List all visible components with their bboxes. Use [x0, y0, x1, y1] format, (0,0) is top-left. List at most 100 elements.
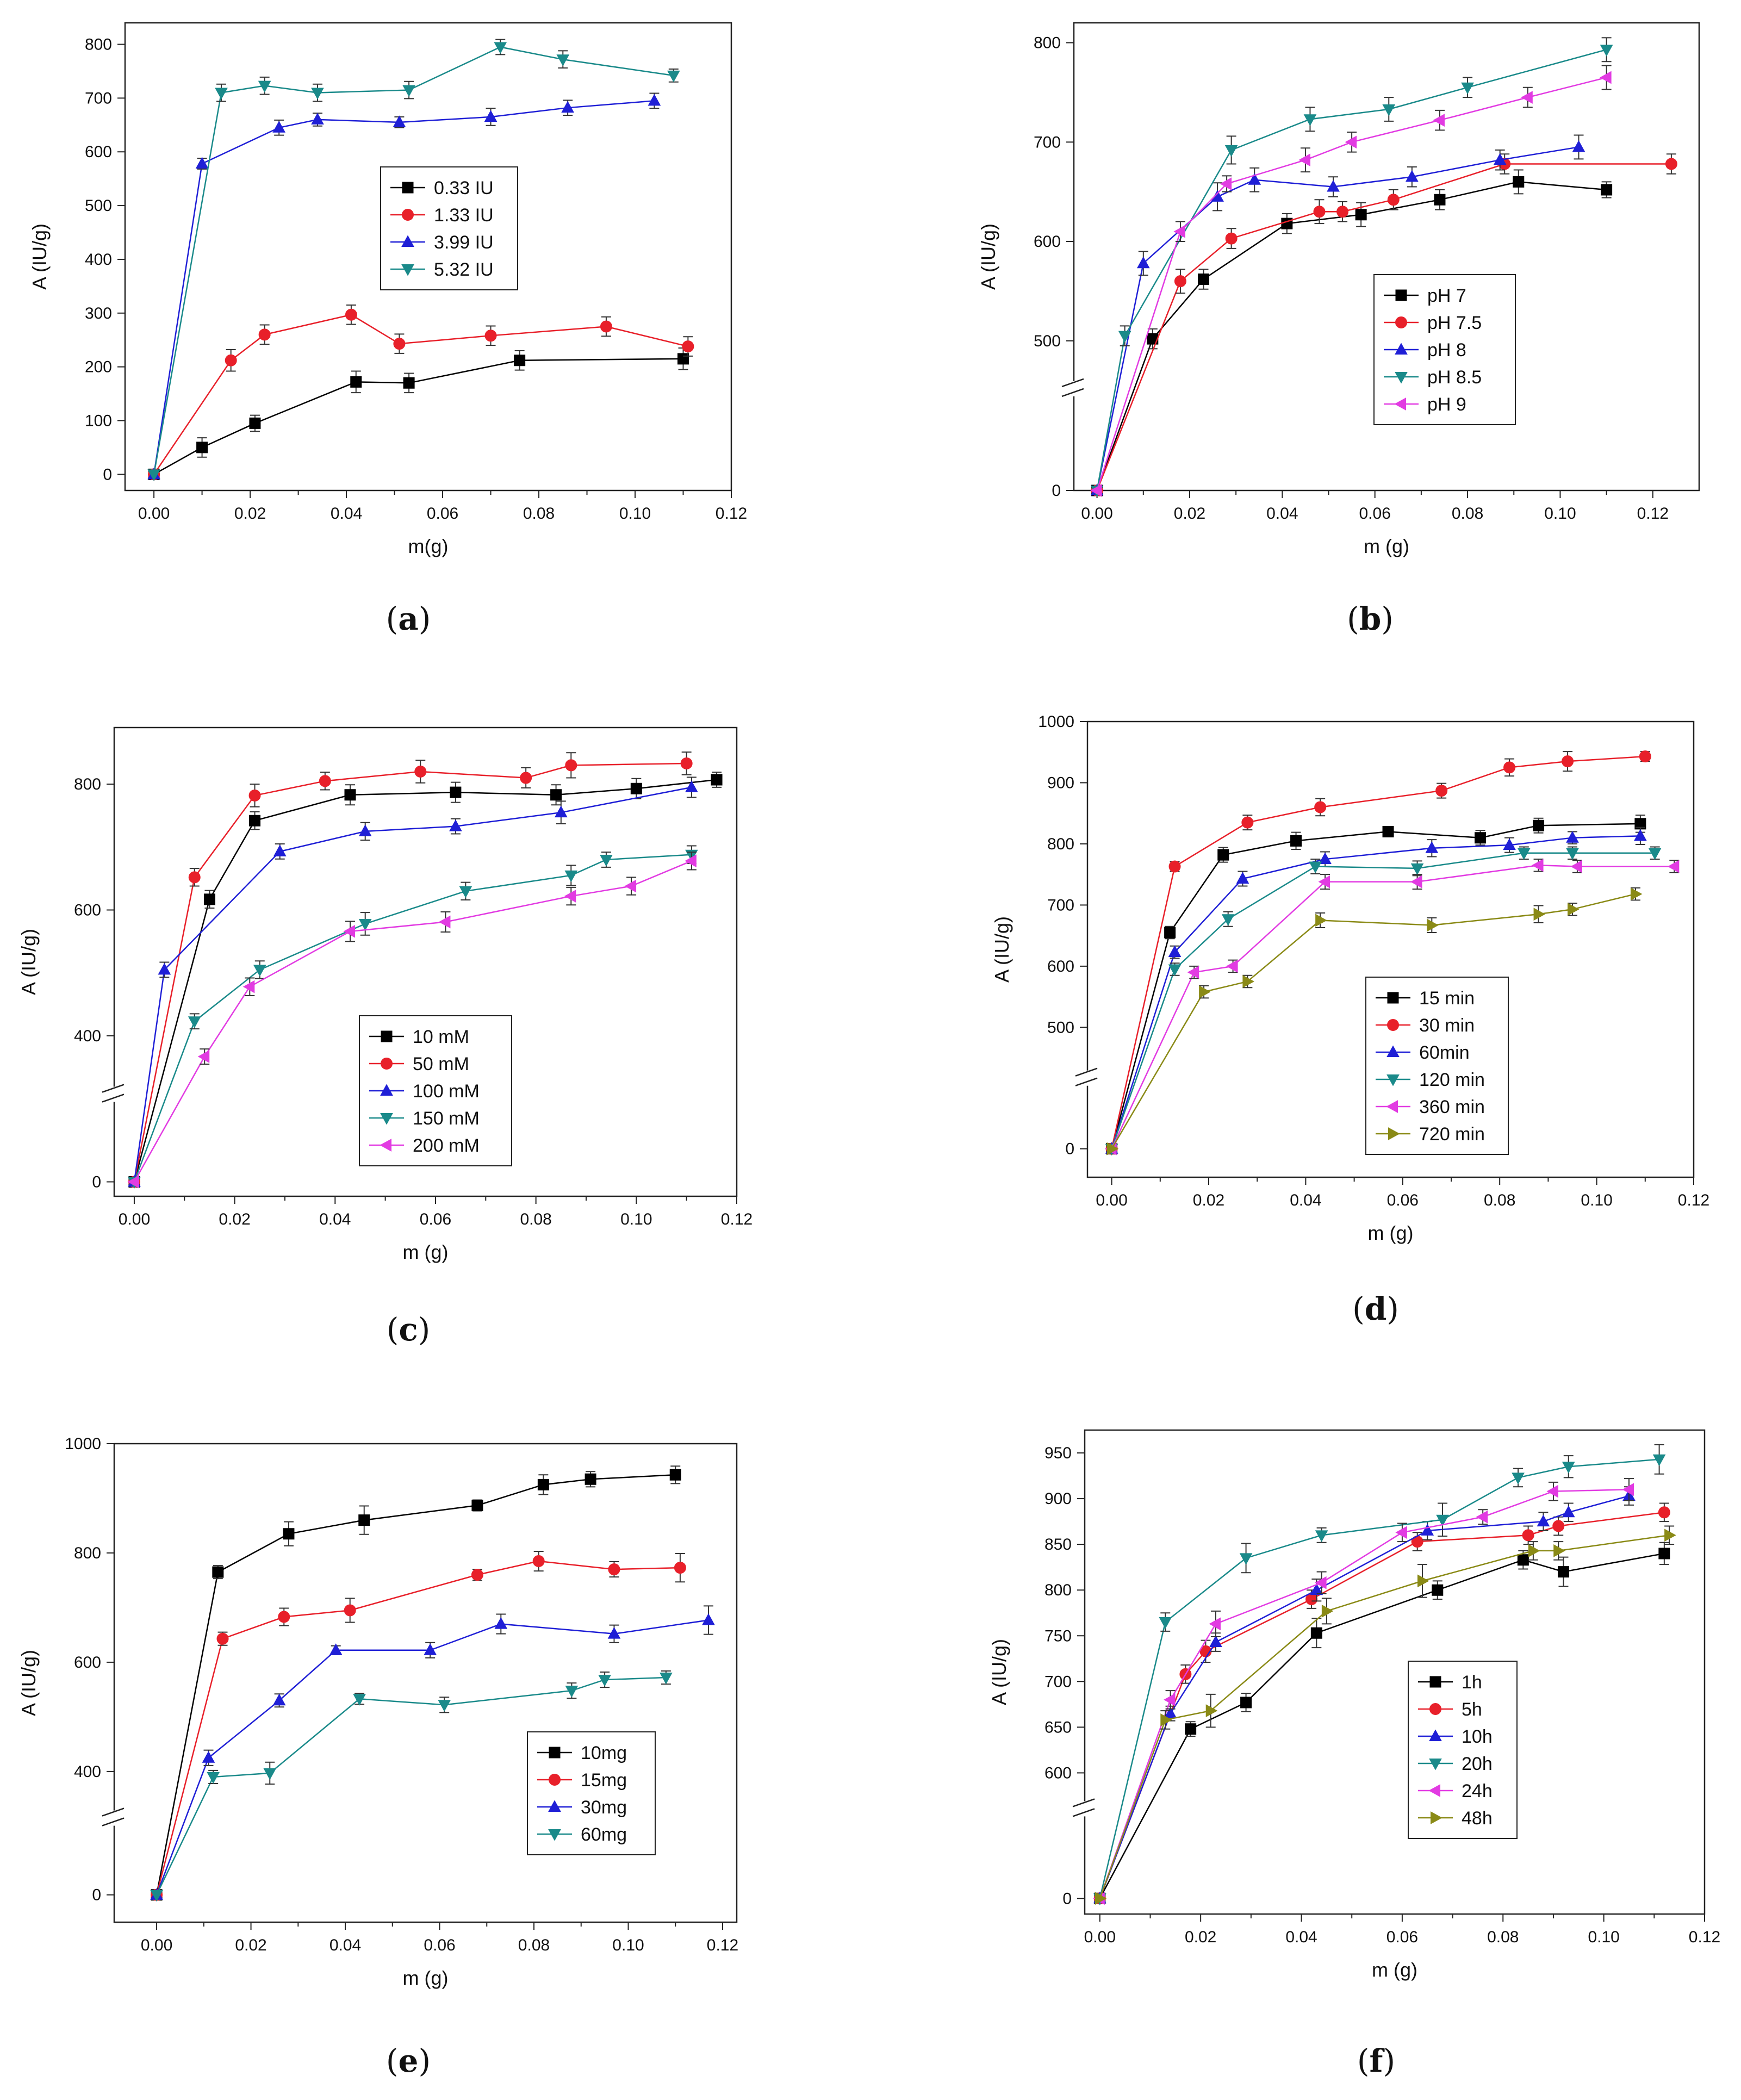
data-point [494, 1617, 508, 1629]
legend-box [1408, 1661, 1518, 1839]
x-tick-label: 0.08 [518, 1936, 550, 1954]
x-tick-label: 0.12 [1689, 1928, 1720, 1946]
series-line [153, 314, 688, 475]
data-point [600, 854, 613, 867]
data-point [685, 854, 697, 868]
series-line [153, 46, 674, 475]
legend-marker [1388, 1127, 1400, 1140]
data-point [682, 340, 694, 353]
data-point [272, 121, 286, 133]
legend: 15 min 30 min 60min 120 min 360 min 720 min [1365, 977, 1509, 1155]
axis-break-mark [102, 1817, 125, 1826]
data-point [624, 879, 637, 893]
series-5.32-iu [147, 39, 680, 481]
data-point [1345, 135, 1357, 149]
data-point [1315, 1576, 1327, 1589]
legend-label: 15 min [1419, 988, 1475, 1009]
x-tick-label: 0.02 [1185, 1928, 1216, 1946]
axis-break-mark [1061, 378, 1084, 388]
data-point [283, 1528, 295, 1540]
data-point [1521, 91, 1533, 104]
y-tick-label: 900 [1047, 774, 1074, 792]
x-axis-title: m (g) [1368, 1222, 1414, 1244]
x-tick-label: 0.10 [619, 505, 651, 523]
data-point [215, 88, 228, 100]
data-point [1528, 1544, 1540, 1557]
x-tick-label: 0.02 [235, 1936, 266, 1954]
data-point [520, 772, 532, 784]
data-point [319, 775, 331, 787]
legend-marker [402, 209, 414, 221]
series-360-min [1105, 859, 1680, 1155]
data-point [203, 893, 215, 905]
series-line [1111, 835, 1640, 1150]
legend-marker [1395, 343, 1408, 355]
x-tick-label: 0.10 [1588, 1928, 1619, 1946]
legend-label: 20h [1462, 1754, 1493, 1774]
data-point [1435, 785, 1448, 797]
data-point [1147, 333, 1159, 345]
legend-marker [1386, 1074, 1400, 1086]
data-point [1634, 818, 1646, 830]
y-tick-label: 0 [103, 465, 112, 483]
data-point [1136, 256, 1150, 269]
data-point [1568, 903, 1580, 916]
data-point [1164, 1706, 1177, 1719]
data-point [1248, 173, 1261, 185]
x-axis-title: m (g) [1372, 1959, 1417, 1981]
y-tick-label: 1000 [1038, 713, 1074, 731]
data-point [258, 328, 271, 341]
y-tick-label: 750 [1044, 1627, 1072, 1645]
y-tick-label: 900 [1044, 1490, 1072, 1508]
data-point [600, 320, 612, 333]
data-point [711, 774, 723, 786]
data-point [1639, 750, 1651, 763]
y-tick-label: 400 [85, 251, 112, 269]
data-point [630, 782, 642, 794]
data-point [1503, 761, 1516, 774]
legend-label: 60mg [581, 1824, 627, 1845]
chart-panel-d: 0.00 0.02 0.04 0.06 0.08 0.10 0.12 0 500 600 700 80… [991, 713, 1709, 1327]
y-tick-label: 400 [74, 1763, 101, 1781]
data-point [494, 42, 507, 54]
y-tick-label: 0 [1065, 1140, 1074, 1158]
data-point [1634, 829, 1647, 841]
data-point [561, 101, 574, 113]
panel-label: (e) [386, 2042, 431, 2079]
data-point [1387, 194, 1400, 206]
data-point [249, 417, 261, 429]
legend-label: 60min [1419, 1042, 1470, 1063]
data-point [1239, 1553, 1253, 1565]
data-point [1118, 331, 1131, 343]
legend-marker [381, 1058, 393, 1070]
series-100-mm [128, 776, 698, 1187]
data-point [253, 965, 266, 977]
series-ph-9 [1090, 65, 1612, 497]
x-tick-label: 0.08 [1484, 1191, 1515, 1209]
data-point [1566, 848, 1579, 860]
data-point [1513, 176, 1525, 188]
x-tick-label: 0.10 [620, 1210, 652, 1228]
data-point [1168, 860, 1181, 873]
legend-label: pH 8 [1427, 340, 1466, 361]
data-point [311, 88, 324, 100]
data-point [1552, 1520, 1565, 1532]
data-point [1395, 1526, 1407, 1539]
x-tick-label: 0.06 [424, 1936, 455, 1954]
legend-marker [1394, 397, 1406, 411]
legend: 1h 5h 10h 20h 24h 48h [1408, 1661, 1518, 1839]
x-tick-label: 0.04 [1266, 505, 1298, 523]
data-point [660, 1673, 673, 1685]
series-line [1111, 893, 1636, 1150]
data-point [188, 1016, 201, 1028]
legend-label: 5h [1462, 1699, 1482, 1720]
data-point [1315, 914, 1327, 927]
data-point [1658, 1506, 1670, 1519]
data-point [1562, 1505, 1575, 1518]
panel-label: (b) [1347, 600, 1394, 637]
data-point [677, 353, 689, 365]
data-point [1321, 1605, 1334, 1618]
legend-marker [380, 1113, 393, 1125]
legend: 10 mM 50 mM 100 mM 150 mM 200 mM [359, 1015, 512, 1166]
legend-marker [1395, 289, 1407, 301]
